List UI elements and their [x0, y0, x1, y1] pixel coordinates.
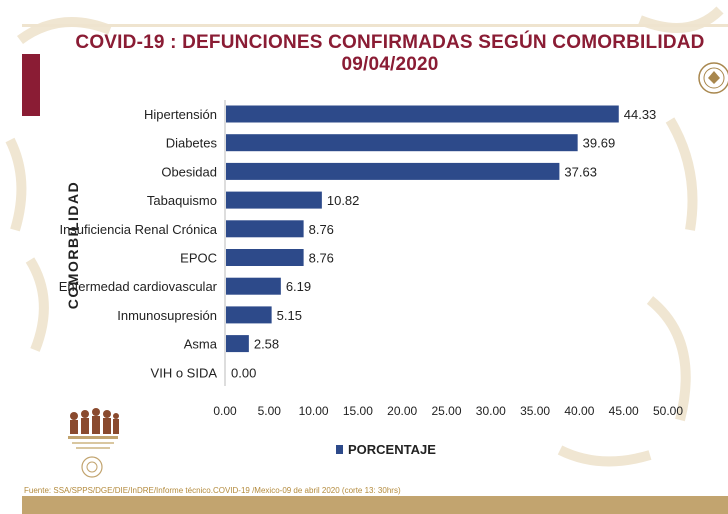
- category-label: VIH o SIDA: [151, 365, 218, 380]
- category-label: Enfermedad cardiovascular: [59, 279, 218, 294]
- x-tick-label: 15.00: [343, 404, 373, 418]
- value-label: 8.76: [309, 222, 334, 237]
- value-label: 0.00: [231, 365, 256, 380]
- value-label: 37.63: [564, 164, 597, 179]
- x-tick-label: 40.00: [564, 404, 594, 418]
- value-label: 6.19: [286, 279, 311, 294]
- footer-band: [22, 496, 728, 514]
- bar-8: [226, 335, 249, 353]
- bar-7: [226, 306, 272, 324]
- value-label: 10.82: [327, 193, 360, 208]
- x-tick-label: 20.00: [387, 404, 417, 418]
- source-note: Fuente: SSA/SPPS/DGE/DIE/InDRE/Informe t…: [24, 486, 401, 495]
- value-label: 44.33: [624, 107, 657, 122]
- bar-1: [226, 134, 578, 152]
- category-label: Obesidad: [161, 164, 217, 179]
- category-label: Insuficiencia Renal Crónica: [59, 222, 217, 237]
- x-tick-label: 5.00: [258, 404, 282, 418]
- value-label: 39.69: [583, 136, 616, 151]
- bar-6: [226, 277, 281, 295]
- category-label: Inmunosupresión: [117, 308, 217, 323]
- historical-figures-logo: [68, 408, 119, 449]
- legend-swatch: [336, 445, 343, 454]
- accent-bar: [22, 54, 40, 116]
- x-tick-label: 10.00: [299, 404, 329, 418]
- category-label: Hipertensión: [144, 107, 217, 122]
- x-tick-label: 35.00: [520, 404, 550, 418]
- value-label: 5.15: [277, 308, 302, 323]
- value-label: 2.58: [254, 337, 279, 352]
- bar-0: [226, 105, 619, 123]
- chart-subtitle: 09/04/2020: [341, 54, 439, 75]
- x-tick-label: 45.00: [609, 404, 639, 418]
- bar-5: [226, 249, 304, 266]
- x-tick-label: 0.00: [213, 404, 237, 418]
- legend-label: PORCENTAJE: [348, 442, 436, 457]
- legend: PORCENTAJE: [336, 442, 436, 457]
- category-label: Diabetes: [166, 136, 218, 151]
- category-label: Tabaquismo: [147, 193, 217, 208]
- seal-icon: [81, 456, 103, 478]
- bar-3: [226, 191, 322, 209]
- chart-title: COVID-19 : DEFUNCIONES CONFIRMADAS SEGÚN…: [75, 32, 705, 53]
- national-seal-icon: [698, 62, 728, 94]
- category-label: EPOC: [180, 251, 217, 266]
- bar-4: [226, 220, 304, 238]
- value-label: 8.76: [309, 251, 334, 266]
- x-tick-label: 30.00: [476, 404, 506, 418]
- x-tick-label: 50.00: [653, 404, 683, 418]
- x-tick-label: 25.00: [431, 404, 461, 418]
- bar-2: [226, 162, 560, 180]
- category-label: Asma: [184, 337, 218, 352]
